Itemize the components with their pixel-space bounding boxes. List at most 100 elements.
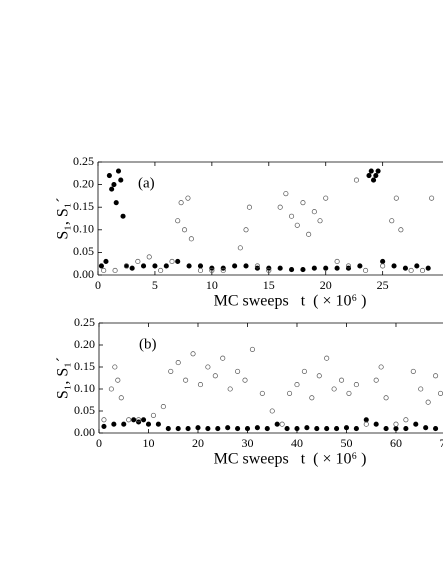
open-point [323,195,329,201]
open-point [363,267,369,274]
filled-point [145,421,152,427]
filled-point [111,182,117,188]
open-point [197,267,204,274]
filled-point [131,417,137,423]
filled-point [284,426,290,432]
open-point [294,382,300,388]
filled-point [215,426,221,432]
open-point [410,368,416,374]
filled-point [334,426,340,432]
filled-point [334,265,340,271]
filled-point [186,263,192,269]
open-point [243,227,249,233]
open-point [150,412,156,418]
open-point [353,177,360,183]
open-point [334,258,340,264]
filled-point [264,426,270,432]
open-point [158,267,164,274]
open-point [393,195,399,201]
open-point [283,191,289,197]
filled-point [311,265,317,271]
y-tick-label: 0.00 [73,267,94,281]
open-point [108,386,114,392]
filled-point [353,426,359,432]
open-point [306,231,312,237]
filled-point [433,426,439,432]
open-point [205,364,211,370]
open-point [254,263,260,269]
open-point [188,236,194,242]
open-point [309,395,315,401]
filled-point [373,173,379,179]
filled-point [402,265,408,271]
x-tick-label: 70 [439,436,443,450]
x-tick-label: 20 [192,436,204,450]
filled-point [323,265,329,271]
open-point [123,263,130,269]
open-point [227,386,233,392]
filled-point [391,263,397,269]
open-point [301,368,307,374]
filled-point [152,263,158,269]
open-point [237,245,243,251]
open-point [418,386,424,392]
y-tick-label: 0.10 [74,381,95,395]
open-point [178,200,184,206]
open-point [220,355,226,361]
filled-point [175,258,181,264]
open-point [398,227,404,233]
filled-point [324,426,330,432]
filled-point [163,263,169,269]
open-point [311,209,317,215]
y-tick-label: 0.00 [74,425,95,439]
open-point [112,364,118,370]
open-point [115,377,121,383]
filled-point [185,426,191,432]
filled-point [343,425,350,431]
open-point [338,377,345,383]
open-point [135,258,141,264]
open-point [266,267,272,274]
filled-point [425,265,431,271]
filled-point [165,426,171,432]
open-point [289,213,295,219]
open-point [425,399,431,405]
open-point [101,267,107,274]
x-tick-label: 40 [291,436,303,450]
open-point [378,364,384,370]
open-point [353,382,359,388]
filled-point [375,168,381,174]
filled-point [205,426,211,432]
filled-point [366,173,372,179]
y-axis-label: S₁, S₁´ [55,357,72,399]
x-tick-label: 50 [340,436,352,450]
open-point [345,263,352,269]
filled-point [118,177,124,183]
filled-point [243,263,249,269]
open-point [433,373,439,379]
x-tick-label: 10 [206,278,218,292]
filled-point [101,423,107,429]
open-point [324,355,330,361]
open-point [181,227,188,233]
filled-point [195,425,201,431]
open-point [277,204,283,210]
filled-point [121,421,127,427]
open-point [101,417,107,423]
x-tick-label: 15 [263,278,275,292]
open-point [383,395,389,401]
open-point [118,395,124,401]
filled-point [357,263,363,269]
x-tick-label: 25 [377,278,389,292]
x-tick-label: 5 [152,278,158,292]
filled-point [423,425,429,431]
open-point [389,218,395,224]
open-point [169,258,175,264]
x-tick-label: 60 [390,436,402,450]
open-point [317,218,323,224]
filled-point [225,425,231,431]
y-tick-label: 0.20 [74,337,95,351]
x-axis-label: MC sweeps t ( × 10⁶ ) [214,451,367,468]
y-tick-label: 0.25 [74,315,95,329]
